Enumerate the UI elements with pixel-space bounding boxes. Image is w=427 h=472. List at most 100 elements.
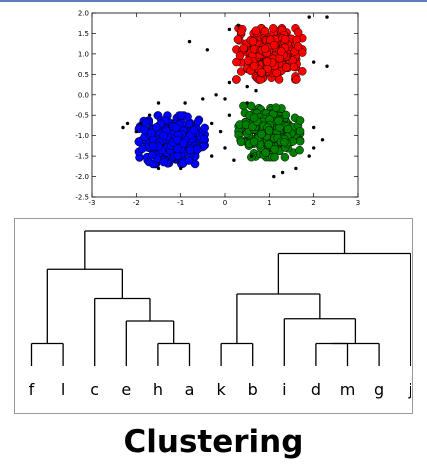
x-tick-label: 1 — [267, 199, 271, 207]
blue-cluster-point — [134, 137, 144, 147]
green-cluster-point — [249, 113, 259, 122]
scatter-plot: -3 -2 -1 0 1 2 3 -2.5 -2.0 -1.5 -1.0 -0.5 0.0 0.5 1.0 1… — [75, 10, 360, 208]
noise-point — [245, 84, 249, 89]
noise-point — [121, 125, 125, 130]
noise-point — [249, 154, 254, 158]
y-tick-label: -2.5 — [75, 194, 89, 202]
green-cluster-point — [280, 137, 289, 147]
leaf-label-g: g — [374, 380, 384, 399]
noise-point — [210, 121, 214, 126]
noise-point — [139, 121, 143, 126]
green-cluster-point — [264, 126, 274, 135]
dendrogram-branches — [30, 230, 411, 366]
x-tick-label: -2 — [133, 199, 140, 207]
y-tick-label: 0.0 — [78, 91, 89, 99]
blue-cluster-point — [184, 156, 194, 165]
leaf-label-c: c — [90, 380, 99, 399]
green-cluster-point — [283, 124, 293, 134]
noise-point — [236, 23, 240, 27]
red-cluster-point — [233, 35, 243, 44]
blue-cluster-point — [148, 142, 158, 151]
noise-point — [227, 27, 232, 32]
noise-point — [223, 97, 227, 101]
noise-point — [272, 174, 276, 179]
red-cluster-point — [251, 26, 261, 35]
leaf-label-f: f — [29, 380, 35, 399]
red-cluster-point — [248, 37, 258, 46]
blue-cluster-point — [199, 134, 209, 144]
red-cluster-point — [262, 57, 272, 66]
scatter-points — [121, 15, 329, 179]
green-cluster-point — [281, 110, 291, 120]
blue-cluster-point — [147, 150, 157, 160]
noise-point — [147, 113, 152, 117]
green-cluster-point — [295, 126, 305, 136]
red-cluster-point — [260, 44, 270, 53]
blue-cluster-point — [193, 117, 203, 126]
leaf-label-e: e — [121, 380, 131, 399]
green-cluster-point — [280, 152, 290, 162]
green-cluster-point — [249, 137, 259, 146]
top-accent-band — [0, 0, 427, 2]
noise-point — [156, 101, 161, 105]
noise-point — [254, 89, 258, 93]
x-tick-label: 3 — [356, 199, 360, 207]
blue-cluster-point — [173, 135, 182, 145]
red-cluster-point — [243, 56, 253, 65]
blue-cluster-point — [192, 145, 202, 154]
noise-point — [320, 138, 325, 142]
blue-cluster-point — [177, 111, 186, 120]
leaf-label-j: j — [407, 380, 411, 399]
leaf-label-d: d — [311, 380, 321, 399]
green-cluster-point — [261, 148, 270, 157]
blue-cluster-point — [159, 157, 168, 167]
red-cluster-point — [289, 62, 299, 72]
blue-cluster-point — [200, 123, 209, 133]
green-cluster-point — [257, 129, 266, 139]
red-cluster-point — [292, 75, 301, 84]
noise-point — [125, 121, 130, 126]
red-cluster-point — [257, 68, 266, 77]
noise-point — [218, 129, 223, 134]
red-cluster-point — [239, 43, 249, 53]
red-cluster-point — [236, 27, 246, 37]
red-cluster-point — [232, 75, 241, 84]
red-cluster-point — [235, 51, 245, 60]
leaf-label-i: i — [282, 380, 286, 399]
green-cluster-point — [274, 116, 283, 126]
noise-point — [183, 101, 187, 105]
blue-cluster-point — [151, 123, 161, 132]
leaf-label-l: l — [61, 380, 65, 399]
y-tick-label: 0.5 — [78, 71, 89, 79]
y-tick-label: 1.5 — [78, 30, 89, 38]
blue-cluster-point — [173, 144, 182, 153]
noise-point — [245, 101, 249, 105]
noise-point — [294, 166, 298, 171]
noise-point — [134, 129, 138, 134]
noise-point — [312, 125, 316, 130]
noise-point — [307, 15, 311, 19]
blue-cluster-point — [147, 128, 156, 138]
noise-point — [223, 146, 227, 150]
y-tick-label: -1.5 — [75, 153, 89, 161]
noise-point — [179, 166, 183, 171]
green-cluster-point — [295, 145, 304, 155]
noise-point — [201, 97, 205, 101]
red-cluster-point — [249, 61, 259, 71]
y-tick-label: 1.0 — [78, 50, 89, 58]
red-cluster-point — [298, 67, 307, 76]
green-cluster-point — [236, 137, 246, 147]
noise-point — [156, 166, 161, 171]
x-tick-label: 2 — [311, 199, 315, 207]
green-cluster-point — [246, 101, 256, 111]
leaf-label-b: b — [248, 380, 258, 399]
y-tick-label: 2.0 — [78, 10, 89, 18]
green-cluster-point — [270, 152, 279, 162]
red-cluster-point — [269, 24, 278, 33]
red-cluster-point — [276, 47, 286, 56]
red-cluster-point — [281, 63, 291, 72]
noise-point — [187, 39, 192, 44]
x-tick-label: -1 — [177, 199, 184, 207]
